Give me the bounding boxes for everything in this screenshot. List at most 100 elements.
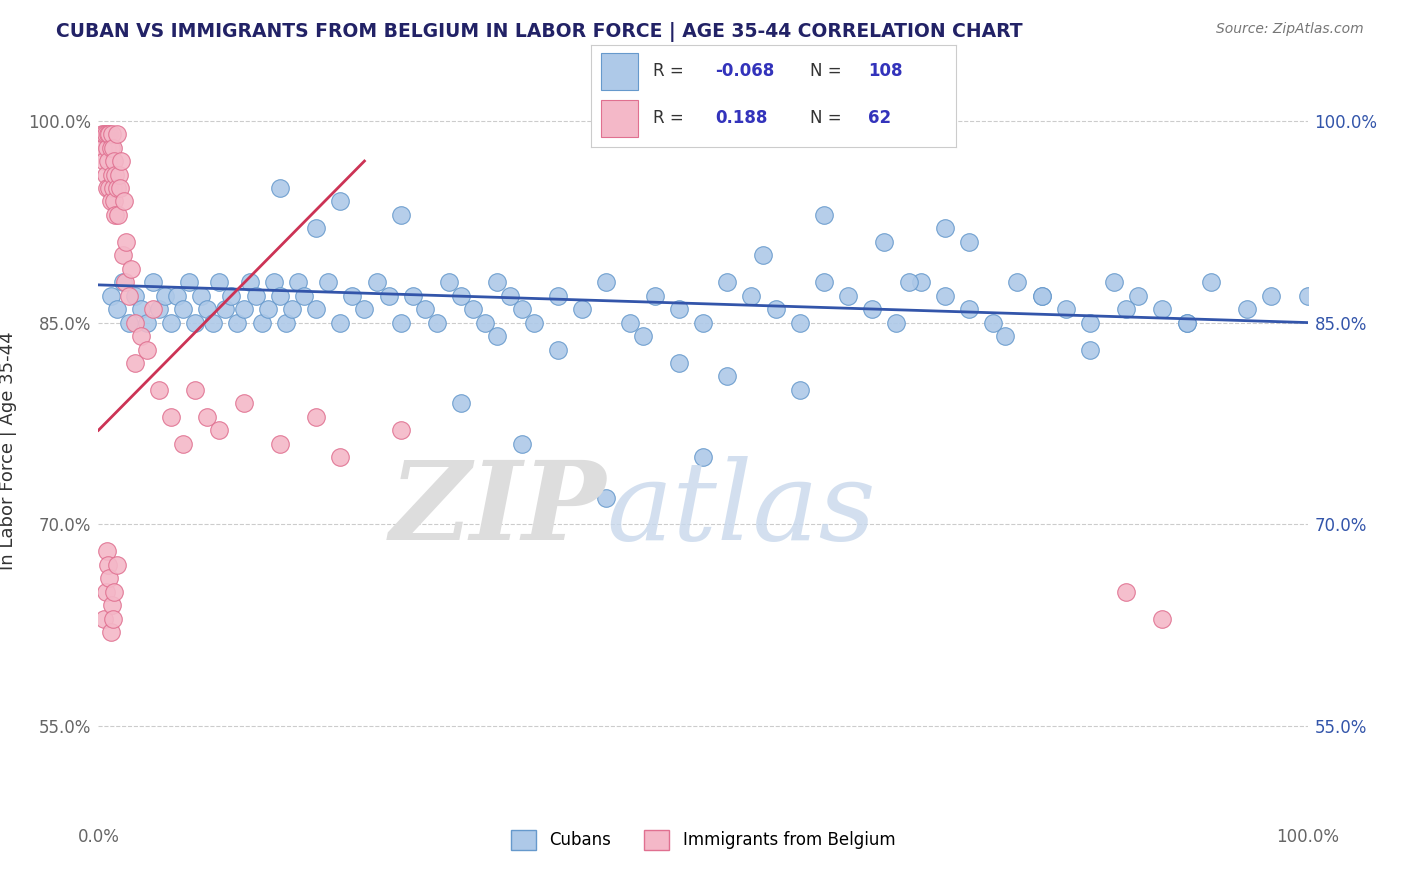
Point (292, 288, 315, 302)
Point (97, 558, 120, 572)
Point (934, 288, 956, 302)
Point (1236, 302, 1258, 317)
Point (498, 288, 520, 302)
Point (100, 140, 122, 154)
Point (668, 356, 690, 370)
Point (329, 194, 352, 209)
Point (1031, 288, 1053, 302)
Point (957, 235, 980, 249)
Point (474, 316, 496, 330)
Text: -0.068: -0.068 (714, 62, 775, 80)
Point (111, 248, 134, 262)
Point (101, 612, 124, 626)
Point (716, 369, 738, 384)
Point (100, 127, 122, 141)
Point (1054, 302, 1077, 317)
Point (329, 316, 352, 330)
Point (142, 275, 165, 289)
Point (281, 302, 304, 317)
Text: N =: N = (810, 110, 841, 128)
Point (510, 436, 533, 450)
Point (100, 288, 122, 302)
Text: 0.188: 0.188 (714, 110, 768, 128)
Text: R =: R = (652, 62, 683, 80)
Point (287, 275, 309, 289)
Point (716, 275, 738, 289)
Point (208, 275, 231, 289)
Point (1078, 316, 1101, 330)
Point (256, 302, 278, 317)
Point (450, 288, 472, 302)
Point (994, 329, 1017, 343)
Point (668, 302, 690, 317)
Point (179, 275, 201, 289)
Point (353, 302, 375, 317)
Point (789, 316, 811, 330)
Point (91, 127, 114, 141)
Point (269, 288, 291, 302)
Point (329, 450, 352, 465)
Point (98, 127, 121, 141)
Point (101, 140, 124, 154)
Point (101, 181, 124, 195)
Point (97, 154, 120, 169)
Point (105, 302, 128, 317)
Point (135, 343, 157, 357)
Point (120, 261, 142, 276)
Point (463, 302, 485, 317)
Point (148, 383, 170, 397)
Point (135, 316, 157, 330)
Point (172, 436, 194, 450)
Point (107, 208, 129, 222)
Point (692, 316, 714, 330)
Point (269, 181, 291, 195)
Point (1007, 275, 1029, 289)
Point (103, 154, 125, 169)
Point (837, 288, 859, 302)
Point (789, 383, 811, 397)
Point (96, 181, 118, 195)
Point (305, 221, 328, 235)
Point (94, 127, 117, 141)
Point (595, 275, 617, 289)
Point (190, 288, 212, 302)
Text: ZIP: ZIP (389, 456, 606, 564)
Point (897, 275, 920, 289)
Point (402, 288, 425, 302)
Point (232, 396, 254, 410)
Text: Source: ZipAtlas.com: Source: ZipAtlas.com (1216, 22, 1364, 37)
Point (274, 316, 297, 330)
Point (129, 302, 152, 317)
Point (644, 288, 666, 302)
Point (1260, 288, 1282, 302)
Point (103, 194, 125, 209)
Point (1175, 316, 1198, 330)
Point (195, 302, 218, 317)
Point (104, 168, 127, 182)
Point (115, 235, 138, 249)
Point (1199, 275, 1222, 289)
Point (813, 208, 835, 222)
Point (239, 275, 262, 289)
Point (114, 275, 136, 289)
Point (740, 288, 762, 302)
Point (160, 409, 183, 424)
Point (957, 302, 980, 317)
Point (105, 181, 128, 195)
Point (184, 316, 207, 330)
Point (1031, 288, 1053, 302)
Point (94, 584, 117, 599)
Point (426, 316, 449, 330)
Point (860, 302, 883, 317)
Point (153, 288, 176, 302)
Point (184, 383, 207, 397)
Text: atlas: atlas (606, 456, 876, 564)
Point (129, 329, 152, 343)
Text: 108: 108 (869, 62, 903, 80)
Point (118, 288, 141, 302)
Point (98, 571, 121, 585)
Point (389, 208, 412, 222)
Point (93, 127, 115, 141)
Point (208, 423, 231, 437)
Point (91, 140, 114, 154)
